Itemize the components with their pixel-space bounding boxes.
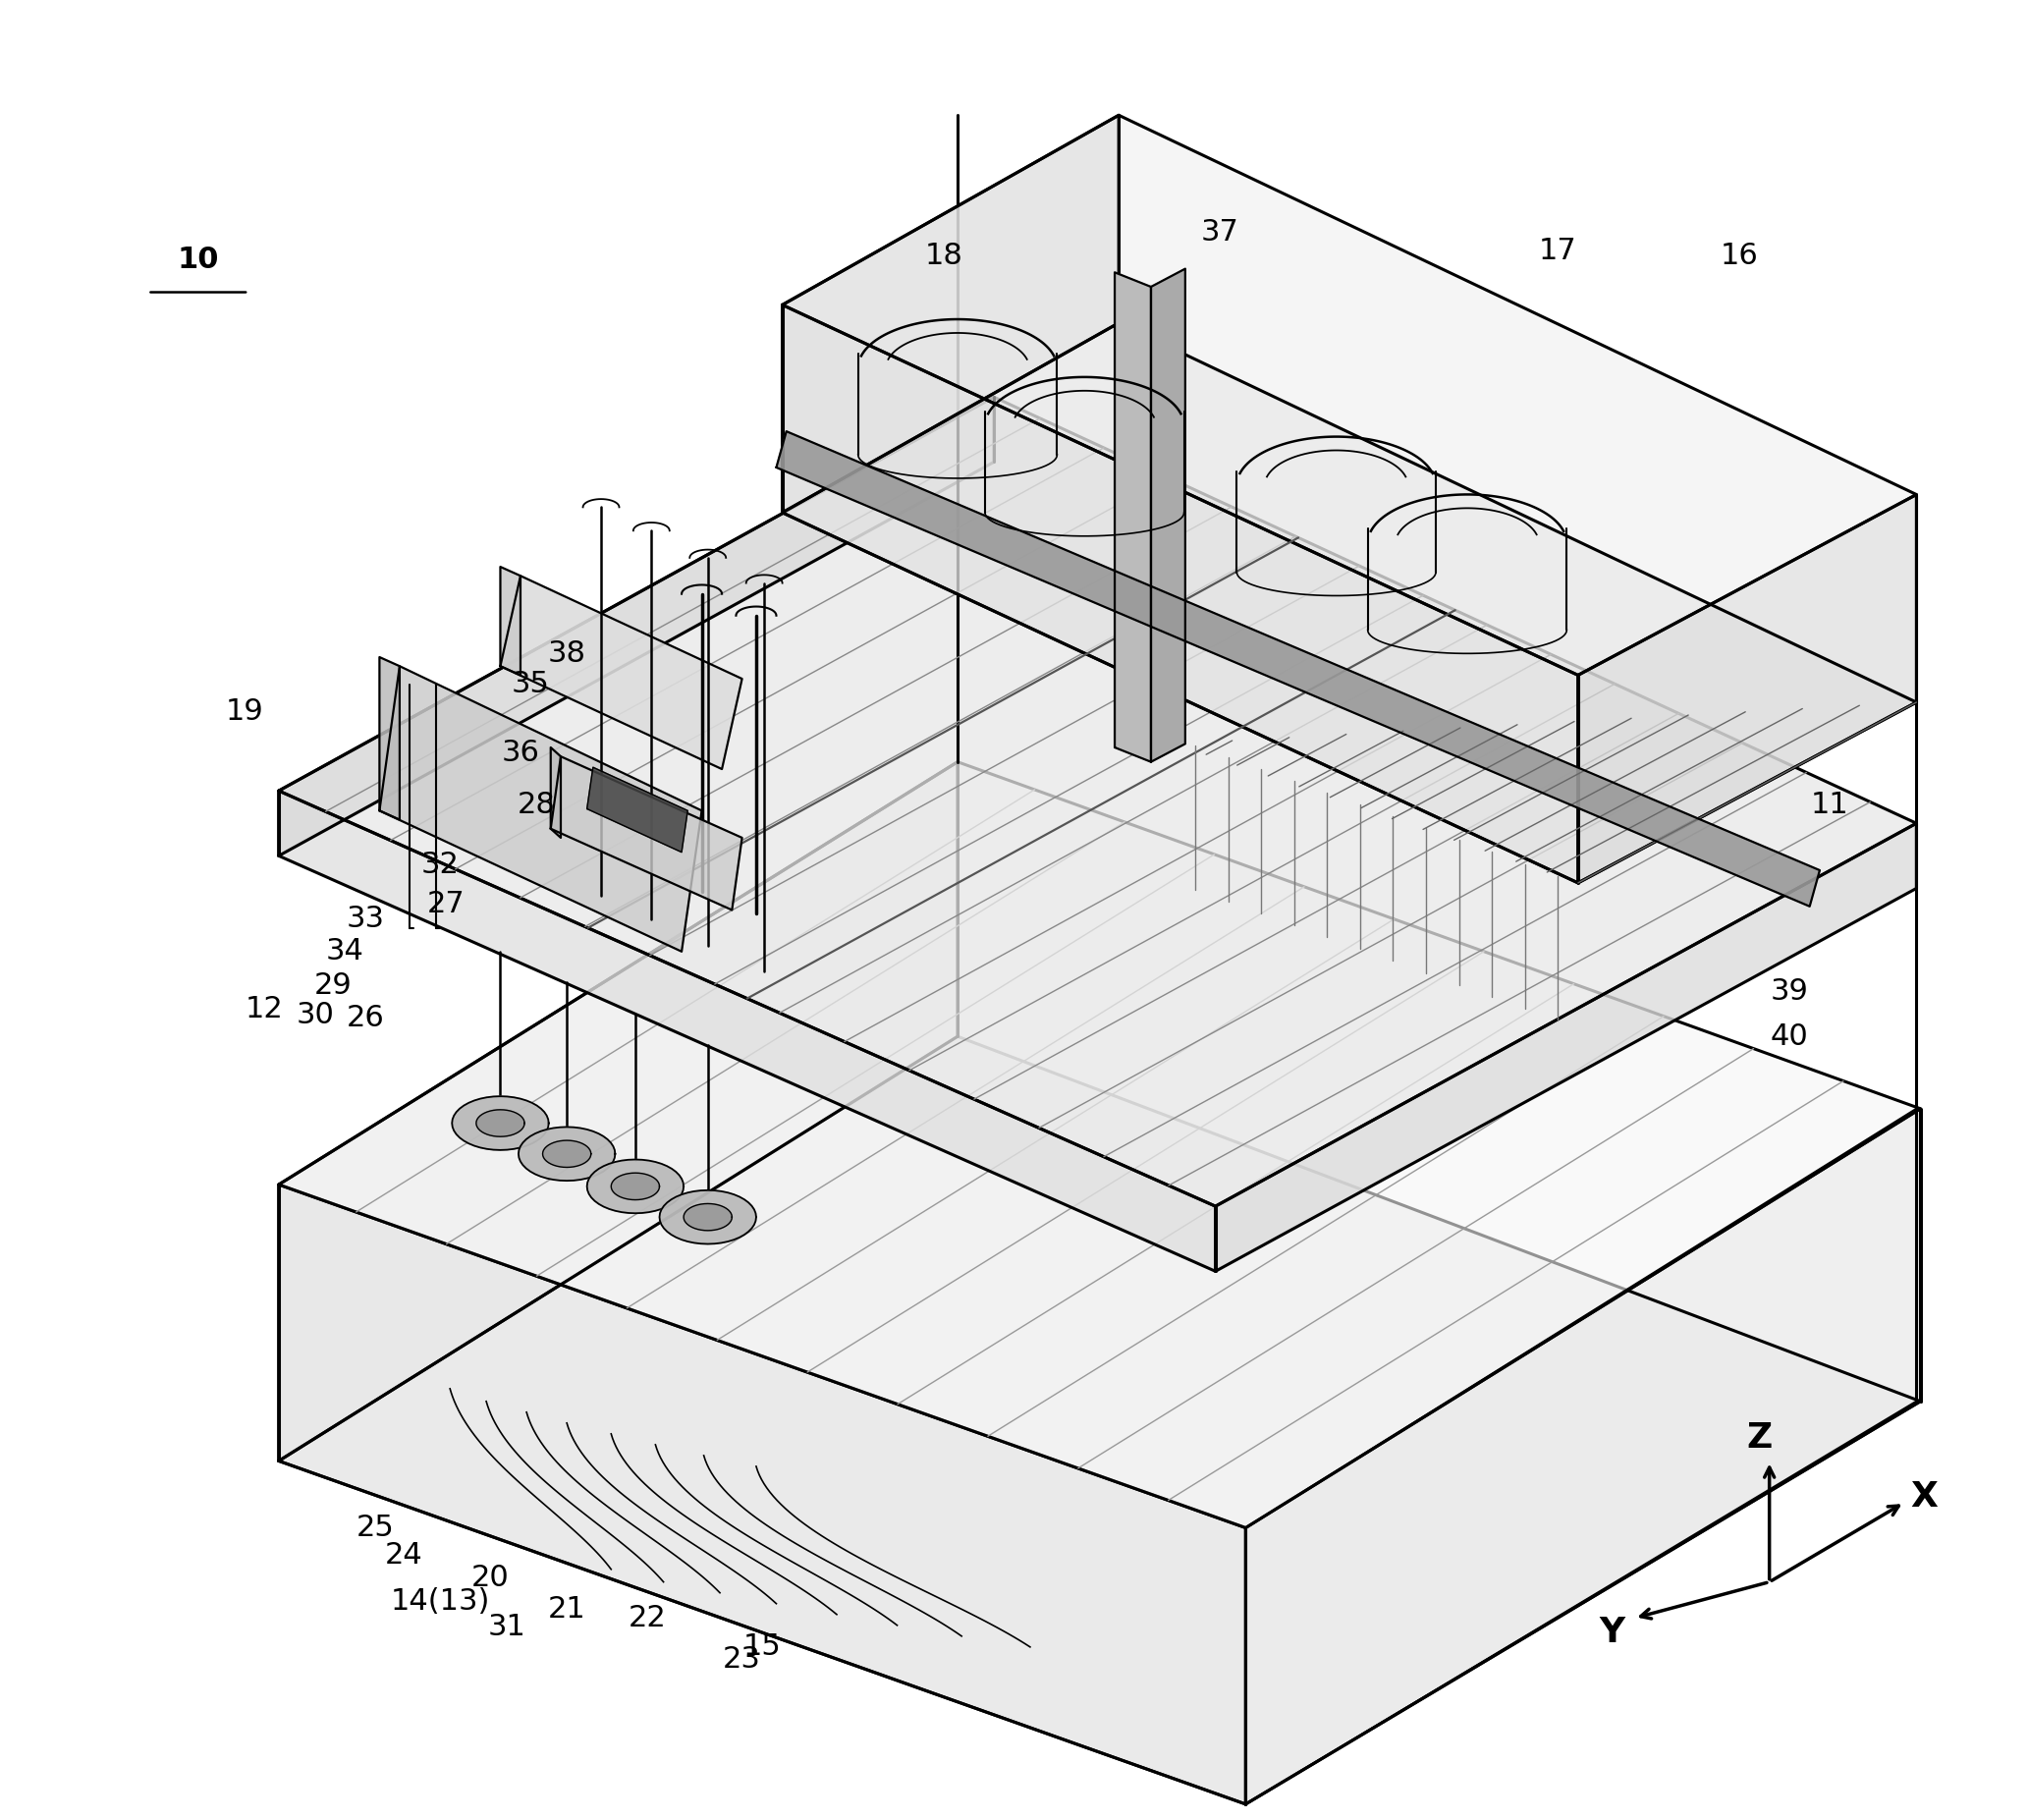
Polygon shape (783, 115, 1916, 675)
Polygon shape (683, 1203, 732, 1230)
Polygon shape (278, 397, 1916, 1207)
Text: 28: 28 (517, 792, 556, 819)
Text: 10: 10 (176, 246, 219, 275)
Polygon shape (452, 1096, 550, 1150)
Text: 19: 19 (225, 697, 264, 726)
Text: 24: 24 (385, 1540, 422, 1569)
Text: X: X (1910, 1480, 1939, 1514)
Polygon shape (1152, 269, 1184, 763)
Polygon shape (1245, 1108, 1921, 1804)
Polygon shape (552, 757, 742, 910)
Polygon shape (379, 666, 702, 952)
Text: 40: 40 (1770, 1023, 1809, 1050)
Polygon shape (552, 748, 562, 837)
Polygon shape (379, 657, 400, 819)
Text: 18: 18 (925, 242, 963, 271)
Polygon shape (783, 306, 1578, 883)
Text: 38: 38 (548, 639, 586, 668)
Polygon shape (278, 1036, 1921, 1804)
Text: 31: 31 (487, 1613, 525, 1642)
Polygon shape (1578, 495, 1916, 883)
Polygon shape (477, 1110, 525, 1136)
Polygon shape (544, 1141, 590, 1167)
Text: 27: 27 (428, 890, 464, 919)
Text: 20: 20 (470, 1563, 509, 1592)
Polygon shape (586, 1159, 683, 1214)
Text: 23: 23 (722, 1645, 760, 1674)
Text: 12: 12 (245, 996, 284, 1023)
Text: 17: 17 (1539, 237, 1578, 266)
Polygon shape (501, 575, 742, 770)
Polygon shape (1215, 823, 1916, 1272)
Polygon shape (278, 1185, 1245, 1804)
Text: 11: 11 (1811, 792, 1850, 819)
Text: 39: 39 (1770, 977, 1809, 1005)
Text: 21: 21 (548, 1594, 586, 1623)
Polygon shape (519, 1127, 614, 1181)
Polygon shape (1115, 273, 1152, 763)
Polygon shape (278, 763, 957, 1461)
Text: 32: 32 (422, 850, 458, 879)
Text: 15: 15 (742, 1633, 781, 1662)
Polygon shape (610, 1172, 659, 1199)
Polygon shape (659, 1190, 756, 1243)
Text: 14(13): 14(13) (389, 1587, 489, 1616)
Text: 25: 25 (357, 1514, 395, 1542)
Text: 30: 30 (296, 1001, 335, 1028)
Polygon shape (501, 566, 521, 675)
Text: 34: 34 (327, 937, 365, 966)
Text: 36: 36 (501, 739, 539, 766)
Text: 29: 29 (314, 972, 353, 1001)
Text: 35: 35 (511, 670, 550, 699)
Polygon shape (278, 397, 994, 855)
Polygon shape (777, 431, 1819, 906)
Polygon shape (783, 115, 1119, 513)
Polygon shape (278, 763, 1921, 1527)
Text: 22: 22 (629, 1603, 667, 1633)
Text: 16: 16 (1720, 242, 1758, 271)
Polygon shape (278, 790, 1215, 1272)
Text: Z: Z (1746, 1421, 1772, 1454)
Polygon shape (783, 322, 1916, 883)
Text: 37: 37 (1201, 218, 1239, 248)
Text: 26: 26 (347, 1005, 385, 1032)
Text: 33: 33 (347, 905, 385, 934)
Text: Y: Y (1600, 1616, 1624, 1649)
Polygon shape (586, 768, 687, 852)
